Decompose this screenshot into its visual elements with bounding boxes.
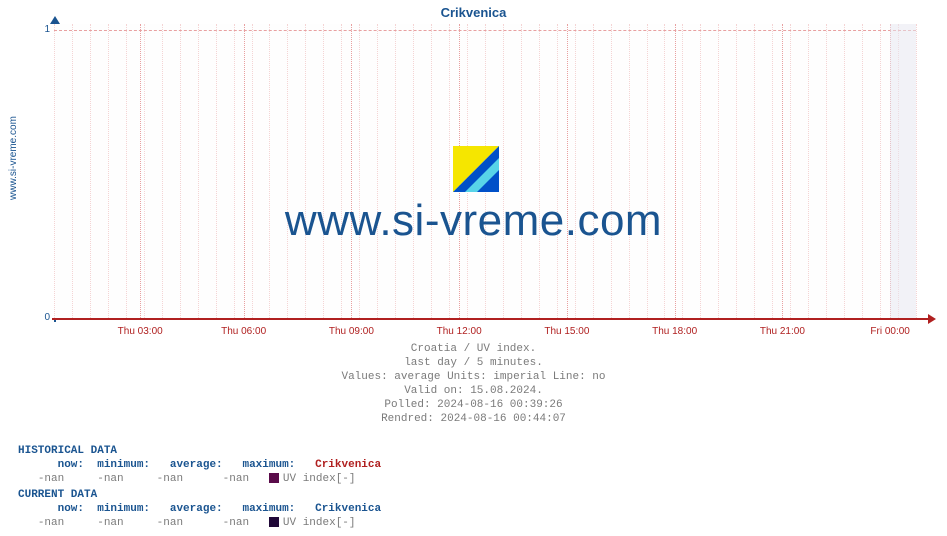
current-legend-swatch-icon [269,517,279,527]
vgrid-minor [54,24,55,318]
x-axis [52,318,930,320]
x-tick-label: Fri 00:00 [870,326,909,337]
vgrid-minor [718,24,719,318]
watermark-text: www.si-vreme.com [0,196,947,246]
watermark-logo-icon [453,146,499,192]
vgrid-minor [144,24,145,318]
info-line-3: Values: average Units: imperial Line: no [0,370,947,384]
vgrid-minor [90,24,91,318]
historical-legend-swatch-icon [269,473,279,483]
historical-columns: now: minimum: average: maximum: Crikveni… [18,458,381,472]
x-tick-label: Thu 06:00 [221,326,266,337]
vgrid-minor [844,24,845,318]
vgrid-minor [647,24,648,318]
future-region-overlay [890,24,916,318]
y-tick-label: 0 [10,312,50,323]
vgrid-minor [575,24,576,318]
side-watermark-label: www.si-vreme.com [8,116,19,200]
vgrid-minor [287,24,288,318]
vgrid-minor [503,24,504,318]
vgrid-minor [359,24,360,318]
x-tick-label: Thu 09:00 [329,326,374,337]
vgrid-minor [269,24,270,318]
vgrid-minor [664,24,665,318]
info-line-5: Polled: 2024-08-16 00:39:26 [0,398,947,412]
historical-header: HISTORICAL DATA [18,444,381,458]
vgrid-minor [341,24,342,318]
y-axis-arrow-icon [50,16,60,24]
vgrid-minor [72,24,73,318]
vgrid-minor [772,24,773,318]
vgrid-major [782,24,783,318]
info-line-4: Valid on: 15.08.2024. [0,384,947,398]
vgrid-major [351,24,352,318]
x-tick-label: Thu 03:00 [118,326,163,337]
vgrid-minor [808,24,809,318]
vgrid-major [140,24,141,318]
x-axis-arrow-icon [928,314,936,324]
current-columns: now: minimum: average: maximum: Crikveni… [18,502,381,516]
current-header: CURRENT DATA [18,488,381,502]
vgrid-minor [252,24,253,318]
vgrid-minor [611,24,612,318]
vgrid-minor [449,24,450,318]
vgrid-minor [880,24,881,318]
vgrid-minor [682,24,683,318]
vgrid-major [675,24,676,318]
historical-values: -nan -nan -nan -nan UV index[-] [18,472,381,486]
vgrid-minor [521,24,522,318]
vgrid-minor [198,24,199,318]
chart-title: Crikvenica [0,5,947,20]
x-tick-label: Thu 12:00 [437,326,482,337]
vgrid-minor [539,24,540,318]
current-data-section: CURRENT DATA now: minimum: average: maxi… [18,488,381,530]
vgrid-minor [431,24,432,318]
historical-data-section: HISTORICAL DATA now: minimum: average: m… [18,444,381,486]
vgrid-major [244,24,245,318]
info-line-1: Croatia / UV index. [0,342,947,356]
vgrid-minor [916,24,917,318]
vgrid-minor [323,24,324,318]
vgrid-major [567,24,568,318]
vgrid-minor [593,24,594,318]
x-tick-label: Thu 15:00 [544,326,589,337]
x-tick-label: Thu 18:00 [652,326,697,337]
vgrid-minor [700,24,701,318]
vgrid-minor [234,24,235,318]
vgrid-minor [736,24,737,318]
vgrid-minor [377,24,378,318]
x-tick-label: Thu 21:00 [760,326,805,337]
chart-info-block: Croatia / UV index. last day / 5 minutes… [0,342,947,426]
vgrid-minor [629,24,630,318]
vgrid-minor [108,24,109,318]
vgrid-minor [305,24,306,318]
info-line-2: last day / 5 minutes. [0,356,947,370]
vgrid-minor [790,24,791,318]
vgrid-minor [826,24,827,318]
y-tick-label: 1 [10,24,50,35]
vgrid-minor [862,24,863,318]
vgrid-minor [126,24,127,318]
vgrid-minor [754,24,755,318]
vgrid-minor [216,24,217,318]
current-values: -nan -nan -nan -nan UV index[-] [18,516,381,530]
info-line-6: Rendred: 2024-08-16 00:44:07 [0,412,947,426]
vgrid-minor [413,24,414,318]
vgrid-minor [395,24,396,318]
vgrid-minor [180,24,181,318]
vgrid-minor [557,24,558,318]
vgrid-minor [162,24,163,318]
